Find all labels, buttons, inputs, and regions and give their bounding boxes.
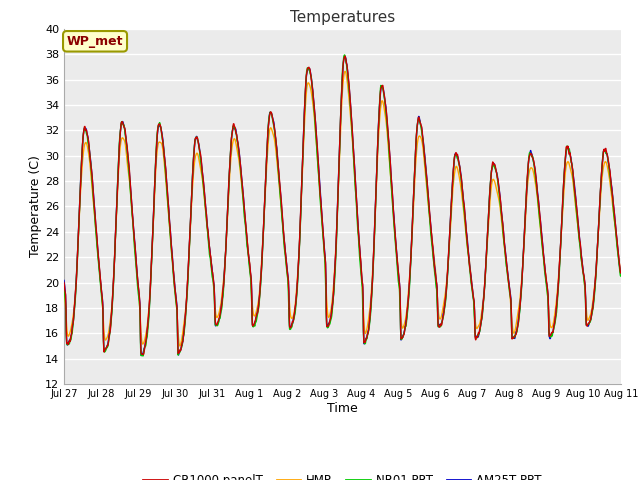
HMP <box>246 272 254 278</box>
NR01 PRT <box>429 258 437 264</box>
CR1000 panelT <box>341 53 349 59</box>
CR1000 panelT <box>184 266 192 272</box>
NR01 PRT <box>246 274 254 279</box>
Line: AM25T PRT: AM25T PRT <box>64 57 621 356</box>
CR1000 panelT <box>171 285 179 290</box>
HMP <box>341 69 349 74</box>
Title: Temperatures: Temperatures <box>290 10 395 25</box>
AM25T PRT <box>429 253 437 259</box>
Line: CR1000 panelT: CR1000 panelT <box>64 56 621 355</box>
AM25T PRT <box>617 270 625 276</box>
HMP <box>170 277 178 283</box>
HMP <box>176 343 184 349</box>
AM25T PRT <box>552 315 559 321</box>
AM25T PRT <box>138 353 145 359</box>
NR01 PRT <box>502 263 510 269</box>
CR1000 panelT <box>139 352 147 358</box>
NR01 PRT <box>184 271 192 277</box>
CR1000 panelT <box>60 280 68 286</box>
AM25T PRT <box>171 282 179 288</box>
HMP <box>60 287 68 292</box>
Line: HMP: HMP <box>64 72 621 346</box>
Line: NR01 PRT: NR01 PRT <box>64 55 621 356</box>
HMP <box>552 307 559 312</box>
NR01 PRT <box>340 52 348 58</box>
CR1000 panelT <box>502 257 510 263</box>
HMP <box>502 260 510 266</box>
NR01 PRT <box>60 287 68 293</box>
HMP <box>617 268 625 274</box>
NR01 PRT <box>617 273 625 279</box>
NR01 PRT <box>171 286 179 292</box>
HMP <box>184 267 192 273</box>
NR01 PRT <box>552 318 559 324</box>
CR1000 panelT <box>246 270 254 276</box>
AM25T PRT <box>502 259 510 264</box>
CR1000 panelT <box>552 314 559 320</box>
CR1000 panelT <box>617 270 625 276</box>
AM25T PRT <box>60 277 68 283</box>
Legend: CR1000 panelT, HMP, NR01 PRT, AM25T PRT: CR1000 panelT, HMP, NR01 PRT, AM25T PRT <box>138 469 547 480</box>
AM25T PRT <box>340 54 348 60</box>
AM25T PRT <box>246 271 254 277</box>
Y-axis label: Temperature (C): Temperature (C) <box>29 156 42 257</box>
NR01 PRT <box>139 353 147 359</box>
CR1000 panelT <box>429 253 437 259</box>
Text: WP_met: WP_met <box>67 35 124 48</box>
AM25T PRT <box>184 267 192 273</box>
HMP <box>429 251 437 256</box>
X-axis label: Time: Time <box>327 402 358 415</box>
